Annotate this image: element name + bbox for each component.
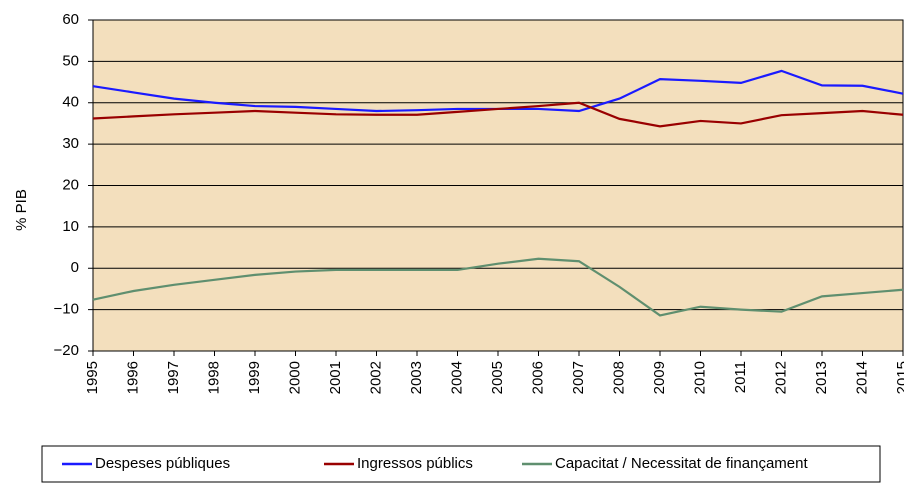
y-axis-label: % PIB <box>13 189 30 231</box>
y-tick-label: −20 <box>54 342 79 359</box>
x-tick-label: 1998 <box>205 361 222 394</box>
x-tick-label: 2009 <box>651 361 668 394</box>
legend-label: Despeses públiques <box>95 455 230 472</box>
x-tick-label: 2013 <box>813 361 830 394</box>
series-line <box>92 257 904 317</box>
x-tick-label: 2007 <box>570 361 587 394</box>
legend-label: Ingressos públics <box>357 455 473 472</box>
x-tick-label: 2005 <box>489 361 506 394</box>
y-tick-label: 30 <box>62 135 79 152</box>
y-tick-label: −10 <box>54 301 79 318</box>
x-tick-label: 2014 <box>853 361 870 394</box>
x-tick-label: 1995 <box>84 361 101 394</box>
x-tick-label: 1996 <box>124 361 141 394</box>
x-tick-label: 2006 <box>529 361 546 394</box>
x-tick-label: 1999 <box>246 361 263 394</box>
y-tick-label: 0 <box>71 259 79 276</box>
legend: Despeses públiques Ingressos públics Capac… <box>41 445 881 483</box>
legend-box <box>41 445 881 483</box>
series-line <box>92 101 904 128</box>
x-tick-label: 2001 <box>327 361 344 394</box>
y-tick-label: 60 <box>62 11 79 28</box>
x-tick-label: 2000 <box>286 361 303 394</box>
x-tick-label: 2003 <box>408 361 425 394</box>
y-tick-label: 40 <box>62 94 79 111</box>
y-tick-label: 10 <box>62 218 79 235</box>
x-tick-label: 1997 <box>165 361 182 394</box>
x-tick-label: 2004 <box>448 361 465 394</box>
x-tick-label: 2010 <box>691 361 708 394</box>
y-tick-label: 50 <box>62 52 79 69</box>
x-tick-label: 2015 <box>894 361 904 394</box>
legend-label: Capacitat / Necessitat de finançament <box>555 455 808 472</box>
y-tick-label: 20 <box>62 176 79 193</box>
x-tick-label: 2011 <box>732 361 749 393</box>
x-tick-label: 2002 <box>367 361 384 394</box>
x-tick-label: 2008 <box>610 361 627 394</box>
x-tick-label: 2012 <box>772 361 789 394</box>
